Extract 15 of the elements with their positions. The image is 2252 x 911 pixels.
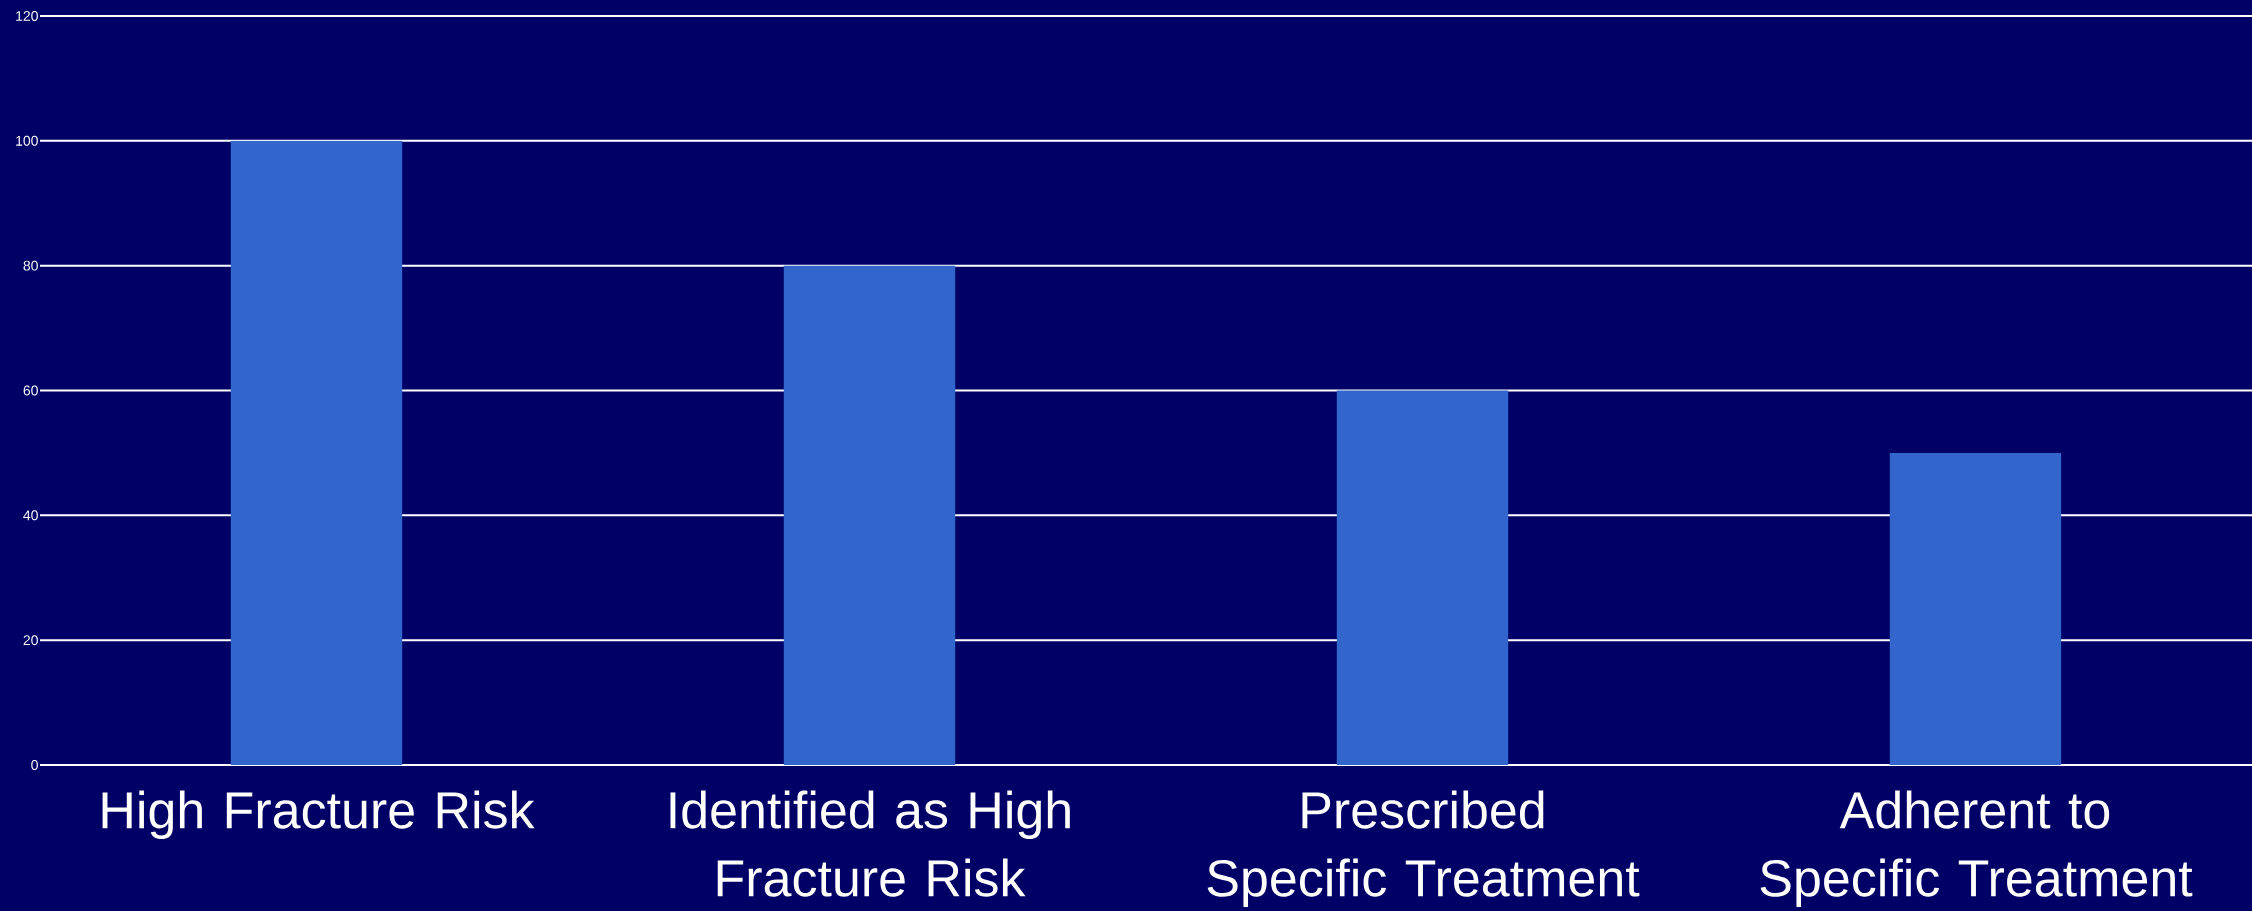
y-tick-label: 40 [23, 510, 38, 521]
x-tick-label: High Fracture Risk [102, 790, 535, 839]
x-tick-label: Adherent to Specific Treatment [1760, 790, 2193, 907]
y-tick-label: 120 [16, 11, 38, 21]
y-tick-label: 100 [16, 135, 38, 146]
bar [230, 140, 403, 765]
bar [783, 265, 956, 765]
y-tick-label: 20 [23, 635, 38, 646]
y-tick-label: 0 [31, 760, 38, 770]
y-tick-label: 60 [23, 385, 38, 396]
x-tick-label: Prescribed Specific Treatment [1207, 790, 1640, 907]
bar [1336, 390, 1509, 765]
y-tick-label: 80 [23, 260, 38, 271]
x-tick-label: Identified as High Fracture Risk [670, 790, 1070, 897]
bar [1889, 452, 2062, 765]
